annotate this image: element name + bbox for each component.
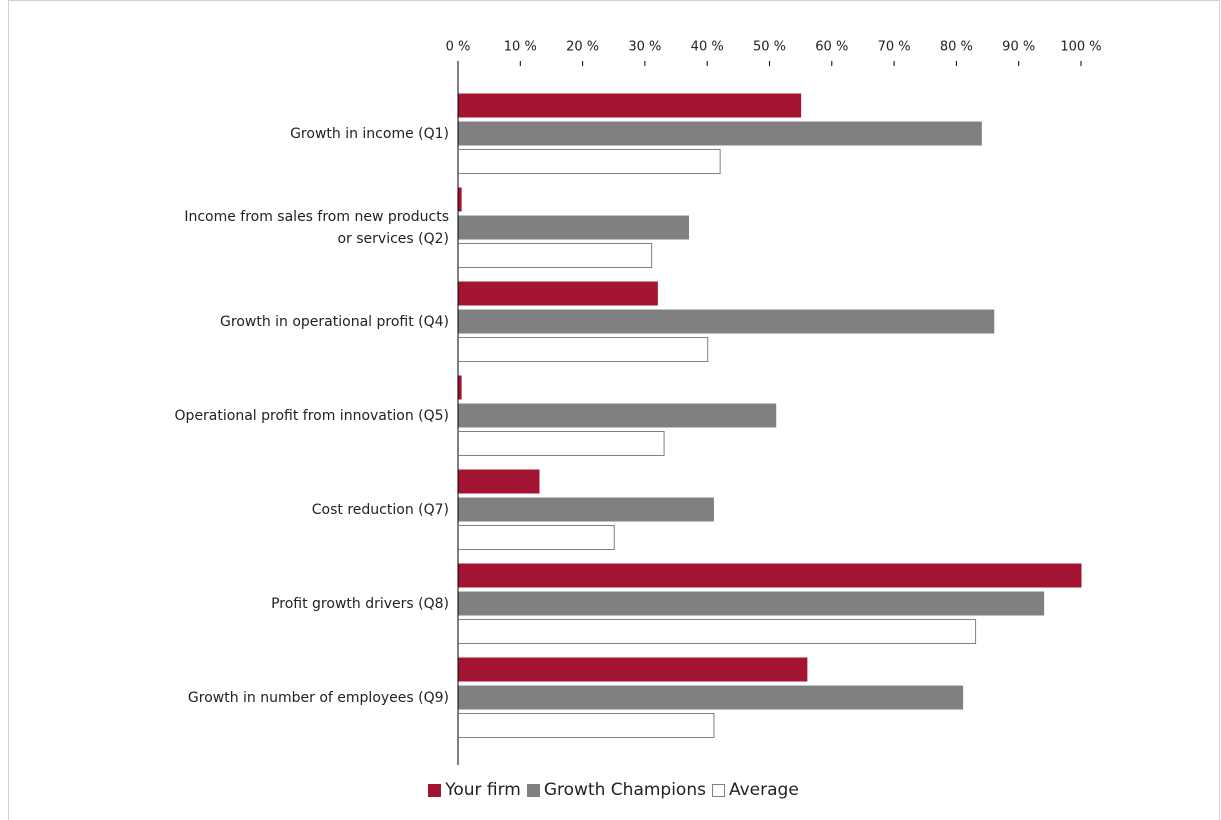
category-label: Growth in number of employees (Q9) xyxy=(187,689,449,706)
x-tick-label: 60 % xyxy=(815,40,848,55)
bar xyxy=(458,713,715,738)
bar xyxy=(458,497,714,522)
x-tick-label: 70 % xyxy=(878,40,911,55)
bar xyxy=(458,591,1045,616)
legend-label: Average xyxy=(728,780,799,800)
bar xyxy=(458,403,777,428)
category-label: Growth in income (Q1) xyxy=(290,125,449,142)
bar xyxy=(458,525,615,550)
x-tick-label: 50 % xyxy=(753,40,786,55)
legend-swatch xyxy=(526,783,540,797)
legend-swatch xyxy=(428,783,442,797)
bar xyxy=(458,93,802,118)
x-tick-label: 40 % xyxy=(691,40,724,55)
bar xyxy=(458,337,709,362)
bar xyxy=(458,243,653,268)
bar xyxy=(458,563,1082,588)
x-tick-label: 80 % xyxy=(940,40,973,55)
bar xyxy=(458,309,995,334)
bar xyxy=(458,431,665,456)
x-tick-label: 10 % xyxy=(504,40,537,55)
x-tick-label: 30 % xyxy=(628,40,661,55)
x-tick-label: 0 % xyxy=(446,40,471,55)
legend: Your firm Growth Champions Average xyxy=(0,780,1221,800)
bar xyxy=(458,469,540,494)
category-label: Operational profit from innovation (Q5) xyxy=(174,407,449,424)
bar xyxy=(458,657,808,682)
category-label: Income from sales from new products or s… xyxy=(184,208,449,247)
bar xyxy=(458,149,721,174)
x-tick-label: 90 % xyxy=(1002,40,1035,55)
bar xyxy=(458,281,658,306)
category-label: Cost reduction (Q7) xyxy=(311,501,449,518)
bar xyxy=(458,121,982,146)
bar xyxy=(458,187,462,212)
bar xyxy=(458,619,977,644)
category-label: Growth in operational profit (Q4) xyxy=(220,313,449,330)
legend-label: Your firm xyxy=(445,780,521,800)
bar xyxy=(458,685,964,710)
bar xyxy=(458,215,690,240)
legend-swatch xyxy=(711,783,725,797)
category-label: Profit growth drivers (Q8) xyxy=(271,595,449,612)
x-tick-label: 100 % xyxy=(1060,40,1101,55)
legend-label: Growth Champions xyxy=(543,780,706,800)
bar xyxy=(458,375,462,400)
frame xyxy=(8,0,1220,820)
x-tick-label: 20 % xyxy=(566,40,599,55)
